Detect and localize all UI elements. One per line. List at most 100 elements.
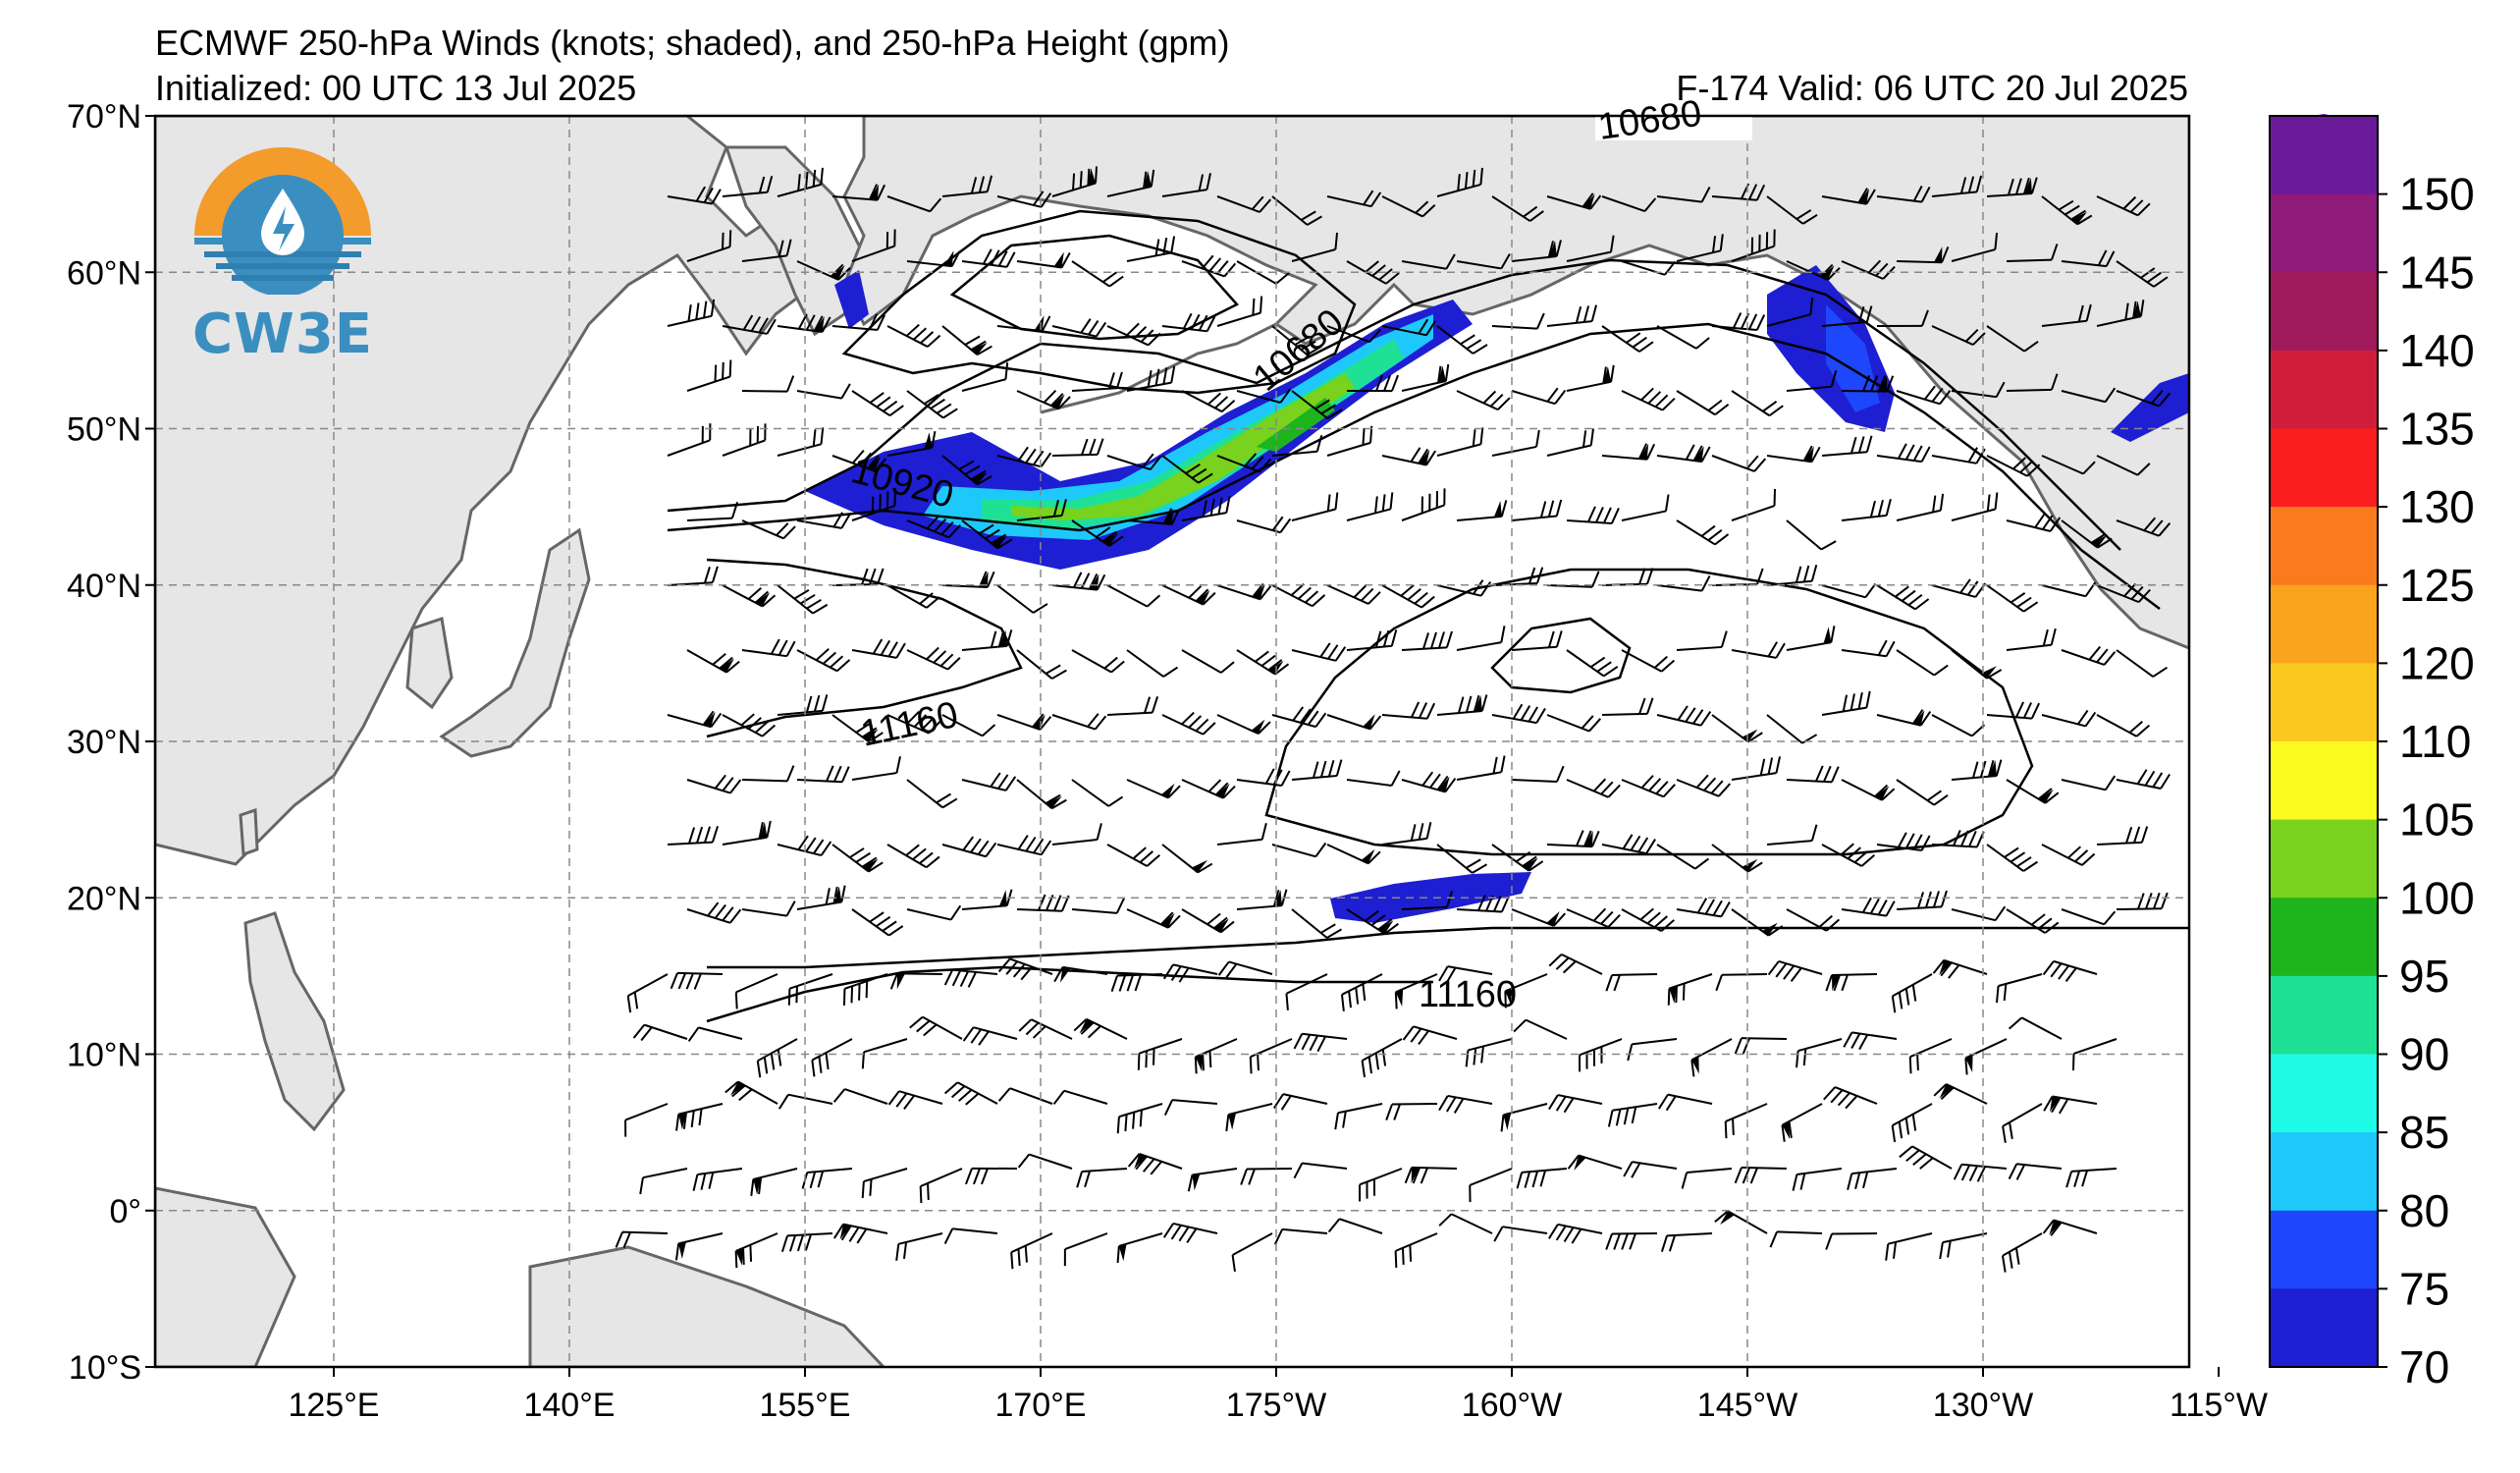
colorbar-segment [2270,975,2378,1055]
wind-barb [2096,300,2145,327]
wind-barb [1676,630,1728,651]
lat-tick-label: 50°N [67,411,141,449]
lat-tick-label: 10°S [69,1349,141,1387]
wind-barb [1734,1166,1788,1184]
wind-barb [1465,1038,1513,1067]
lat-tick-label: 10°N [67,1037,141,1074]
wind-barb [2116,390,2171,408]
wind-barb [1181,779,1236,799]
wind-barb [1951,759,2003,781]
wind-barb [1291,642,1347,662]
wind-barb [1843,1031,1898,1051]
wind-barb [1016,779,1067,810]
wind-barb [1876,832,1931,851]
wind-barb [1690,1038,1733,1077]
colorbar-segment [2270,272,2378,352]
wind-barb [1601,443,1656,461]
wind-barb [2006,627,2057,651]
wind-barb [1731,229,1776,262]
colorbar-label: 90 [2399,1029,2449,1080]
wind-barb [1291,759,1343,781]
wind-barb [1271,435,1323,457]
wind-barb [1546,571,1600,588]
wind-barb [1106,322,1161,347]
wind-barb [1511,387,1567,406]
wind-barb [1986,584,2039,613]
wind-barb [851,229,896,262]
wind-barb [1821,843,1875,867]
wind-barb [1891,973,1933,1013]
wind-barb [2006,244,2059,262]
wind-barb [777,313,831,333]
wind-barb [1825,1232,1878,1250]
wind-barb [1161,844,1213,874]
wind-barb [1436,427,1484,457]
wind-barb [1326,325,1382,344]
wind-barb [1931,175,1983,197]
wind-barb [1567,1154,1623,1171]
wind-barb [1493,1226,1548,1242]
wind-barb [1137,1038,1183,1070]
wind-barb [687,1026,743,1042]
wind-barb [1187,1168,1238,1192]
wind-barb [1018,1018,1073,1040]
land-japan [439,527,591,758]
wind-barb [961,629,1013,651]
wind-barb [1986,701,2040,720]
colorbar-label: 105 [2399,794,2475,846]
wind-barb [1401,253,1456,270]
wind-barb [734,973,778,1009]
wind-barb [1899,1145,1953,1170]
wind-barb [1334,1103,1383,1130]
lon-tick-label: 145°W [1697,1387,1797,1424]
wind-barb [1711,312,1766,332]
wind-barb [615,1230,669,1249]
wind-barb [2006,513,2062,532]
wind-barb [1016,499,1067,521]
contour-11160-ridge-b [1264,568,2034,856]
wind-barb [1293,1032,1348,1053]
wind-barb [831,450,887,472]
wind-barb [1126,908,1181,929]
wind-barb [1073,1017,1128,1040]
wind-barb [1346,908,1399,935]
wind-barb [2061,908,2117,926]
wind-barb [667,710,723,729]
wind-barb [1438,1094,1493,1114]
wind-barb [1326,584,1381,605]
wind-barb [1876,443,1931,464]
wind-barb [943,1228,998,1244]
land-new-guinea [528,1245,886,1367]
wind-barb [1711,844,1763,873]
wind-barb [1016,649,1067,680]
wind-barb [2065,1168,2118,1188]
wind-barb [1951,649,2003,680]
contour-11160-south [707,926,2189,969]
wind-barb [750,1168,798,1196]
wind-barb [909,1015,963,1040]
wind-barb [1896,385,1952,406]
wind-barb [1271,582,1326,608]
contour-11160-high [1490,617,1632,694]
wind-barb [1071,779,1124,807]
wind-barb [1657,1093,1713,1112]
wind-barb [1656,574,1711,592]
wind-barb [851,756,901,781]
wind-barb [851,638,906,659]
wind-barb [2002,1232,2043,1273]
colorbar: 150 145 140 135 130 125 120 110 105 100 95 90 85 80 75… [2269,114,2475,1392]
wind-barb [2116,517,2171,537]
wind-barb [1436,694,1488,716]
lat-tick-label: 70°N [67,98,141,136]
wind-barb [796,260,851,281]
wind-barb [941,836,997,858]
wind-barb [1548,953,1603,975]
lon-tick-label: 155°E [759,1387,850,1424]
wind-barb [1106,844,1160,867]
wind-barb [1623,1161,1678,1178]
wind-barb [722,423,767,457]
wind-barb [1469,1168,1513,1203]
wind-barb [1456,500,1508,521]
wind-barb [2116,892,2169,910]
wind-barb [1236,649,1290,676]
